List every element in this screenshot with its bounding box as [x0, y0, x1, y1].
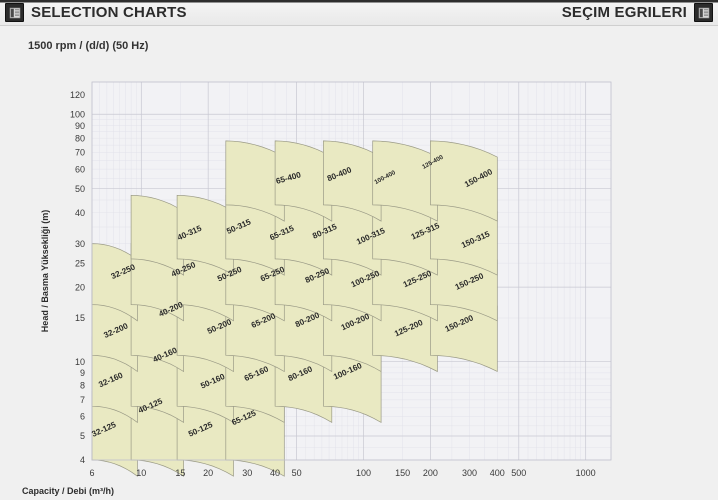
chart-subtitle: 1500 rpm / (d/d) (50 Hz) [28, 40, 149, 52]
svg-text:500: 500 [511, 468, 526, 478]
selection-chart: 4 5 6 7 8 9 10 15 20 25 30 40 50 60 70 80 90 100 120 6 10 15… [0, 60, 718, 500]
svg-text:400: 400 [490, 468, 505, 478]
x-axis-title: Capacity / Debi (m³/h) [22, 486, 114, 496]
svg-text:50: 50 [75, 184, 85, 194]
svg-text:40: 40 [270, 468, 280, 478]
svg-text:6: 6 [80, 412, 85, 422]
svg-text:7: 7 [80, 395, 85, 405]
svg-text:10: 10 [136, 468, 146, 478]
svg-text:70: 70 [75, 148, 85, 158]
plot-border [91, 81, 612, 461]
svg-text:50: 50 [292, 468, 302, 478]
svg-text:150: 150 [395, 468, 410, 478]
svg-text:1000: 1000 [576, 468, 596, 478]
pump-region[interactable] [430, 140, 498, 222]
svg-text:200: 200 [423, 468, 438, 478]
y-axis-ticks: 4 5 6 7 8 910 15 20 25 30 40 50 60 70 80 90 100 120 [70, 90, 85, 465]
svg-text:100: 100 [70, 109, 85, 119]
svg-text:8: 8 [80, 381, 85, 391]
x-axis-ticks: 6 10 15 20 30 40 50 100 150 200 300 400 500 1000 [89, 468, 595, 478]
svg-text:15: 15 [175, 468, 185, 478]
book-icon[interactable] [5, 3, 24, 22]
svg-text:60: 60 [75, 164, 85, 174]
svg-text:25: 25 [75, 258, 85, 268]
svg-text:9: 9 [80, 368, 85, 378]
svg-text:80: 80 [75, 133, 85, 143]
svg-text:20: 20 [203, 468, 213, 478]
page-title-left: SELECTION CHARTS [31, 4, 187, 21]
svg-text:20: 20 [75, 282, 85, 292]
pump-regions[interactable] [91, 140, 498, 477]
svg-text:40: 40 [75, 208, 85, 218]
svg-text:120: 120 [70, 90, 85, 100]
svg-text:30: 30 [75, 239, 85, 249]
svg-text:5: 5 [80, 431, 85, 441]
y-axis-title: Head / Basma Yüksekliği (m) [40, 210, 50, 332]
svg-text:100: 100 [356, 468, 371, 478]
svg-text:6: 6 [89, 468, 94, 478]
svg-text:30: 30 [242, 468, 252, 478]
svg-text:15: 15 [75, 313, 85, 323]
page-title-right: SEÇIM EGRILERI [561, 4, 687, 21]
book-icon-right[interactable] [694, 3, 713, 22]
svg-text:10: 10 [75, 357, 85, 367]
svg-text:4: 4 [80, 455, 85, 465]
svg-text:90: 90 [75, 121, 85, 131]
app-header: SELECTION CHARTS SEÇIM EGRILERI [0, 0, 718, 26]
pump-region[interactable] [91, 243, 138, 322]
svg-text:300: 300 [462, 468, 477, 478]
